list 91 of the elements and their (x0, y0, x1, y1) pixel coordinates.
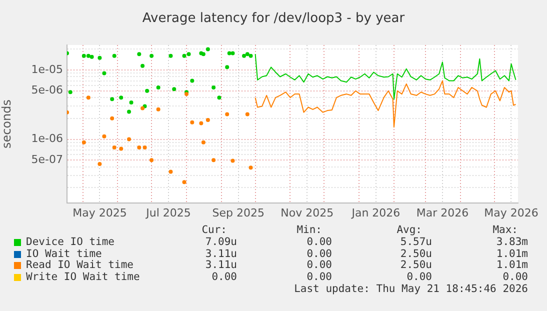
text: 0.00 (306, 248, 332, 260)
x-tick-label: Mar 2026 (416, 206, 469, 220)
point (142, 146, 147, 150)
point (201, 140, 206, 144)
point (245, 52, 250, 56)
text: 3.11u (205, 259, 237, 272)
x-tick-label: May 2025 (72, 206, 127, 220)
point (90, 54, 94, 59)
y-axis-title: seconds (0, 99, 14, 149)
text: 0.00 (212, 271, 237, 284)
point (110, 116, 114, 120)
point (127, 137, 132, 142)
point (137, 146, 142, 150)
point (156, 85, 160, 90)
x-tick-label: May 2026 (484, 206, 538, 220)
point (182, 180, 186, 184)
point (230, 158, 235, 163)
point (225, 112, 230, 116)
point (182, 54, 186, 58)
point (156, 107, 160, 112)
point (119, 96, 124, 100)
point (248, 166, 253, 170)
point (199, 121, 204, 126)
point (102, 71, 106, 76)
legend-label: IO Wait time (26, 248, 102, 260)
point (119, 146, 124, 151)
text: 0.00 (502, 271, 528, 284)
text: 2.50u (400, 248, 432, 260)
point (186, 52, 191, 56)
point (190, 78, 194, 83)
y-tick-label: 5e-06 (31, 84, 63, 97)
text: Last update: Thu May 21 18:45:46 2026 (294, 283, 528, 295)
text: 0.00 (306, 259, 332, 272)
x-tick-label: Jan 2026 (350, 206, 400, 220)
x-tick-label: Sep 2025 (212, 206, 264, 220)
point (227, 51, 232, 56)
point (230, 51, 235, 56)
point (212, 85, 216, 90)
text: 0.00 (406, 271, 432, 284)
point (168, 170, 173, 174)
text: 0.00 (306, 236, 332, 248)
point (150, 54, 154, 58)
point (137, 52, 142, 56)
x-tick-label: Nov 2025 (280, 206, 334, 220)
text: 3.11u (205, 248, 237, 260)
x-tick-label: Jul 2025 (145, 206, 191, 220)
point (242, 54, 246, 58)
point (127, 110, 132, 114)
point (245, 112, 250, 116)
text: Max: (492, 224, 518, 236)
legend-label: Write IO Wait time (26, 271, 140, 284)
point (145, 88, 150, 93)
point (82, 54, 86, 58)
point (82, 140, 86, 144)
point (217, 96, 222, 100)
y-tick-label: 1e-05 (31, 62, 63, 76)
point (172, 87, 176, 92)
point (248, 54, 253, 58)
point (206, 118, 210, 122)
text: Avg: (396, 224, 422, 236)
legend-label: Read IO Wait time (26, 259, 134, 272)
point (225, 65, 230, 70)
point (129, 100, 134, 104)
text: 7.09u (205, 236, 237, 248)
text: 1.01m (496, 248, 528, 260)
point (150, 158, 154, 162)
text: 3.83m (496, 236, 528, 248)
point (168, 54, 173, 58)
point (140, 64, 145, 68)
text: 2.50u (400, 259, 432, 272)
y-tick-label: 5e-07 (31, 152, 63, 166)
chart-title: Average latency for /dev/loop3 - by year (141, 11, 406, 26)
point (112, 54, 116, 58)
text: 1.01m (496, 259, 528, 272)
point (98, 56, 102, 60)
point (206, 47, 210, 52)
text: 0.00 (306, 271, 332, 284)
point (110, 97, 114, 102)
point (212, 158, 216, 162)
point (102, 134, 106, 138)
legend-label: Device IO time (26, 236, 115, 248)
point (112, 146, 116, 150)
point (190, 120, 194, 124)
point (86, 96, 90, 100)
text: 5.57u (400, 236, 432, 248)
point (98, 162, 102, 166)
point (68, 90, 72, 94)
point (86, 54, 90, 58)
y-tick-label: 1e-06 (31, 132, 63, 146)
text: Min: (296, 224, 322, 236)
text: Cur: (202, 224, 227, 236)
